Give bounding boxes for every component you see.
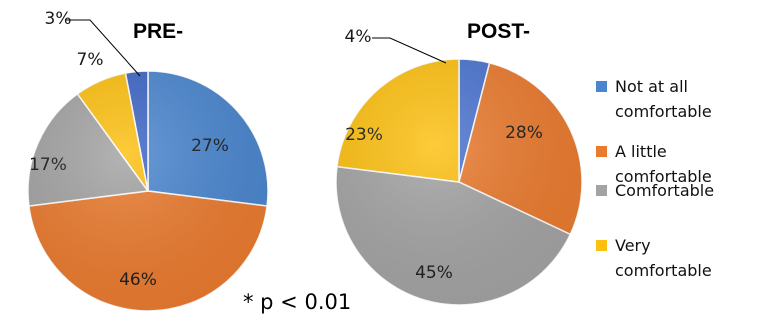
pie-0-slice-1	[28, 190, 268, 312]
legend-label-3-0: Very	[615, 236, 651, 255]
legend-label-2-0: Comfortable	[615, 181, 714, 200]
pie-1-label-0: 4%	[345, 27, 372, 47]
pie-post: 4% 28% 45% 23%	[335, 27, 583, 306]
pie-0-label-1: 46%	[119, 270, 157, 290]
pie-0-label-2: 17%	[29, 155, 67, 175]
legend-label-0-0: Not at all	[615, 77, 688, 96]
legend-swatch-2	[596, 185, 607, 196]
post-title: POST-	[467, 20, 530, 43]
legend-swatch-1	[596, 146, 607, 157]
pie-1-label-2: 45%	[415, 263, 453, 283]
post-leader-line	[372, 37, 447, 64]
legend-swatch-3	[596, 240, 607, 251]
pre-leader-line	[66, 19, 141, 77]
legend-label-1-1: comfortable	[615, 167, 712, 186]
pie-1-label-1: 28%	[505, 123, 543, 143]
pre-title: PRE-	[133, 20, 183, 43]
legend-label-0-1: comfortable	[615, 102, 712, 121]
legend-label-1-0: A little	[615, 142, 667, 161]
pie-0-label-3: 7%	[77, 50, 104, 70]
pie-1-label-3: 23%	[345, 125, 383, 145]
pie-0-label-4: 3%	[45, 9, 72, 29]
legend: Not at all comfortable A little comfortable…	[596, 77, 714, 280]
pie-0-label-0: 27%	[191, 136, 229, 156]
legend-swatch-0	[596, 81, 607, 92]
legend-label-3-1: comfortable	[615, 261, 712, 280]
pie-pre: 27% 46% 17% 7% 3%	[27, 9, 269, 312]
significance-note: * p < 0.01	[243, 290, 351, 314]
pie-1-slice-3	[336, 58, 460, 183]
